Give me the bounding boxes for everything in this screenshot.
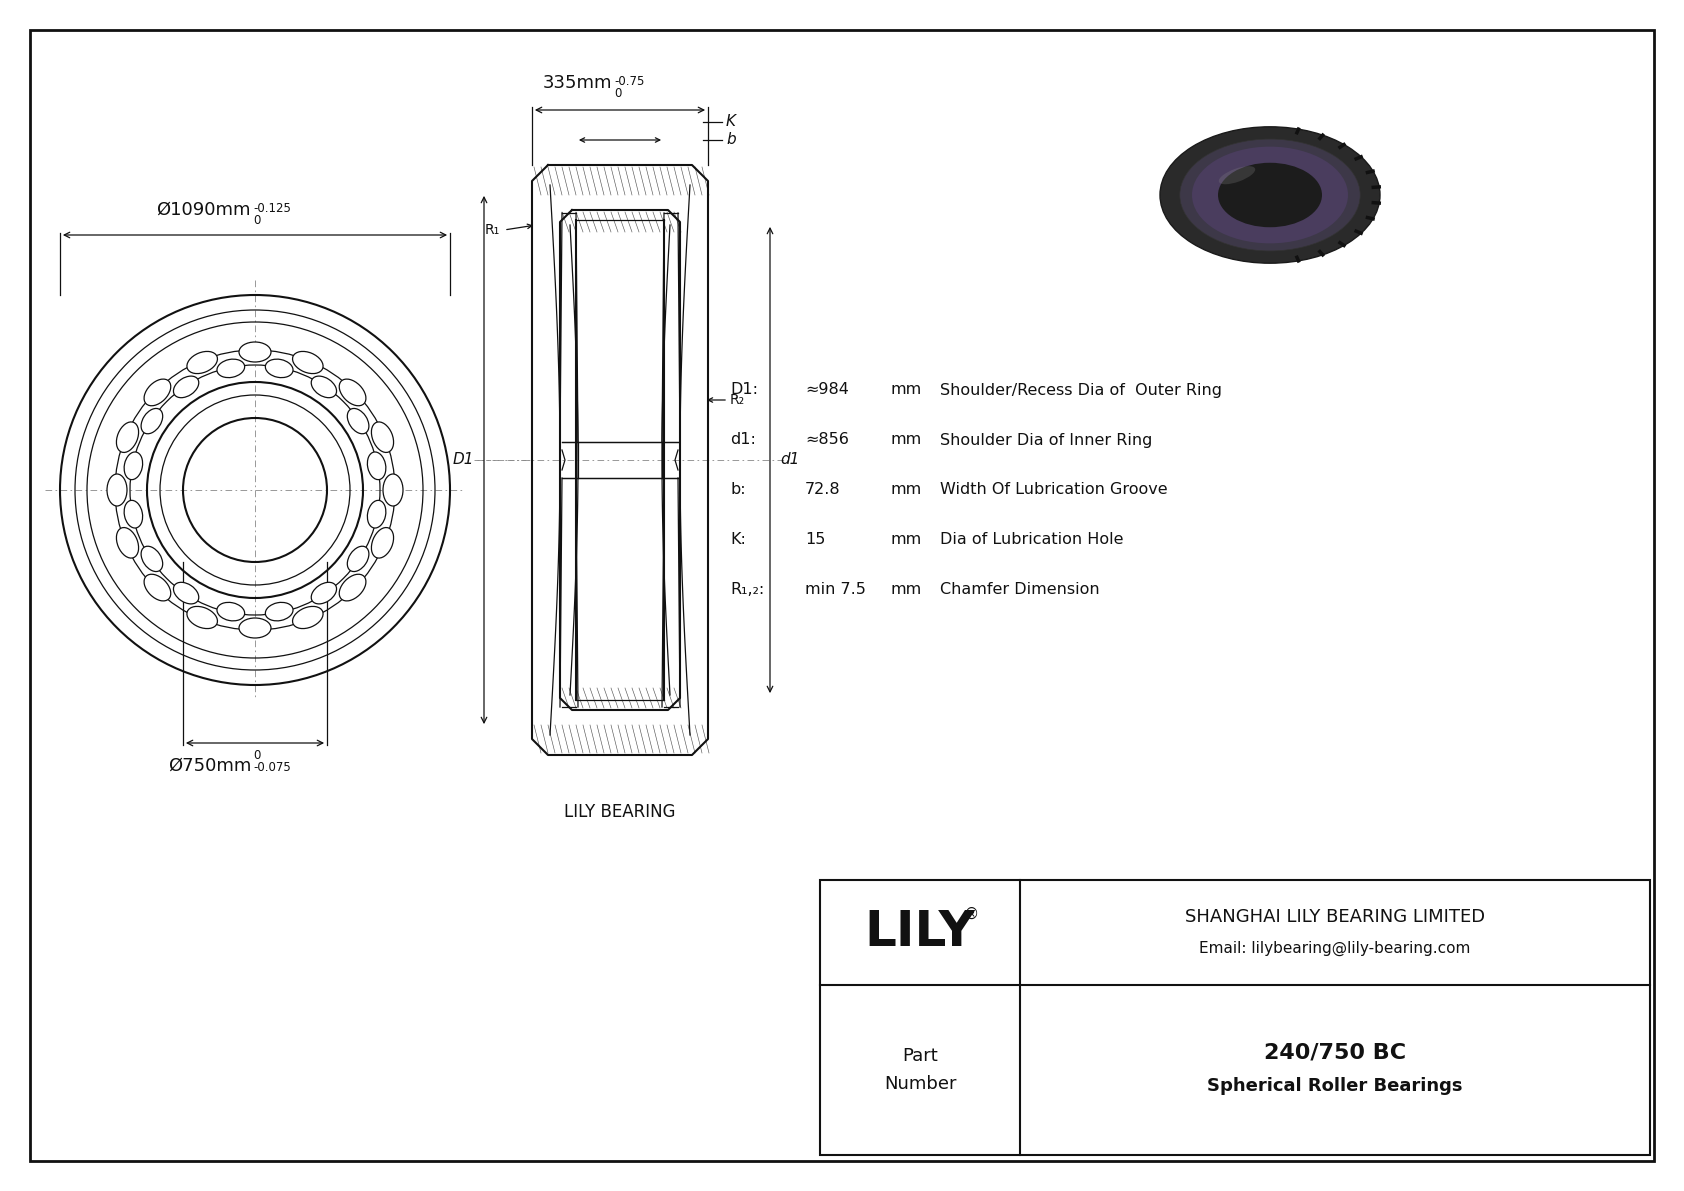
Ellipse shape bbox=[116, 528, 138, 559]
Ellipse shape bbox=[1160, 126, 1379, 263]
Ellipse shape bbox=[367, 451, 386, 480]
Text: 0: 0 bbox=[253, 214, 261, 227]
Text: mm: mm bbox=[891, 482, 921, 498]
Text: d1:: d1: bbox=[729, 432, 756, 448]
Ellipse shape bbox=[1219, 167, 1255, 185]
Text: Part: Part bbox=[903, 1047, 938, 1065]
Text: mm: mm bbox=[891, 382, 921, 398]
Ellipse shape bbox=[338, 574, 365, 601]
Ellipse shape bbox=[293, 606, 323, 629]
Text: Dia of Lubrication Hole: Dia of Lubrication Hole bbox=[940, 532, 1123, 548]
Ellipse shape bbox=[125, 451, 143, 480]
Ellipse shape bbox=[187, 351, 217, 374]
Ellipse shape bbox=[125, 500, 143, 528]
Text: ≈984: ≈984 bbox=[805, 382, 849, 398]
Ellipse shape bbox=[1192, 146, 1347, 243]
Ellipse shape bbox=[141, 409, 163, 434]
Text: R₁: R₁ bbox=[485, 223, 500, 237]
Text: Width Of Lubrication Groove: Width Of Lubrication Groove bbox=[940, 482, 1167, 498]
Ellipse shape bbox=[145, 379, 170, 406]
Ellipse shape bbox=[312, 582, 337, 604]
Ellipse shape bbox=[108, 474, 126, 506]
Bar bbox=[820, 880, 1650, 1155]
Ellipse shape bbox=[173, 376, 199, 398]
Text: Email: lilybearing@lily-bearing.com: Email: lilybearing@lily-bearing.com bbox=[1199, 941, 1470, 956]
Ellipse shape bbox=[266, 603, 293, 621]
Text: -0.075: -0.075 bbox=[253, 761, 291, 774]
Ellipse shape bbox=[347, 409, 369, 434]
Text: LILY: LILY bbox=[864, 909, 975, 956]
Text: Number: Number bbox=[884, 1075, 957, 1093]
Text: Shoulder Dia of Inner Ring: Shoulder Dia of Inner Ring bbox=[940, 432, 1152, 448]
Text: 240/750 BC: 240/750 BC bbox=[1265, 1042, 1406, 1062]
Text: 72.8: 72.8 bbox=[805, 482, 840, 498]
Text: -0.75: -0.75 bbox=[615, 75, 645, 88]
Text: ≈856: ≈856 bbox=[805, 432, 849, 448]
Text: D1: D1 bbox=[453, 453, 473, 468]
Text: 0: 0 bbox=[615, 87, 621, 100]
Ellipse shape bbox=[312, 376, 337, 398]
Text: R₁,₂:: R₁,₂: bbox=[729, 582, 765, 598]
Ellipse shape bbox=[217, 360, 244, 378]
Text: 335mm: 335mm bbox=[542, 74, 611, 92]
Ellipse shape bbox=[141, 547, 163, 572]
Text: SHANGHAI LILY BEARING LIMITED: SHANGHAI LILY BEARING LIMITED bbox=[1186, 908, 1485, 925]
Text: Ø1090mm: Ø1090mm bbox=[157, 201, 251, 219]
Text: 15: 15 bbox=[805, 532, 825, 548]
Ellipse shape bbox=[266, 360, 293, 378]
Text: Spherical Roller Bearings: Spherical Roller Bearings bbox=[1207, 1077, 1463, 1095]
Text: min 7.5: min 7.5 bbox=[805, 582, 866, 598]
Ellipse shape bbox=[239, 618, 271, 638]
Ellipse shape bbox=[217, 603, 244, 621]
Ellipse shape bbox=[367, 500, 386, 528]
Ellipse shape bbox=[372, 528, 394, 559]
Text: b: b bbox=[726, 132, 736, 148]
Text: K:: K: bbox=[729, 532, 746, 548]
Ellipse shape bbox=[145, 574, 170, 601]
Text: mm: mm bbox=[891, 432, 921, 448]
Ellipse shape bbox=[338, 379, 365, 406]
Text: Chamfer Dimension: Chamfer Dimension bbox=[940, 582, 1100, 598]
Ellipse shape bbox=[187, 606, 217, 629]
Ellipse shape bbox=[239, 342, 271, 362]
Text: K: K bbox=[726, 114, 736, 130]
Text: b:: b: bbox=[729, 482, 746, 498]
Ellipse shape bbox=[347, 547, 369, 572]
Ellipse shape bbox=[382, 474, 402, 506]
Text: d1: d1 bbox=[780, 453, 800, 468]
Text: Ø750mm: Ø750mm bbox=[168, 757, 251, 775]
Text: Shoulder/Recess Dia of  Outer Ring: Shoulder/Recess Dia of Outer Ring bbox=[940, 382, 1223, 398]
Text: -0.125: -0.125 bbox=[253, 202, 291, 216]
Text: ®: ® bbox=[965, 908, 980, 922]
Text: D1:: D1: bbox=[729, 382, 758, 398]
Text: mm: mm bbox=[891, 532, 921, 548]
Ellipse shape bbox=[293, 351, 323, 374]
Text: R₂: R₂ bbox=[729, 393, 744, 407]
Ellipse shape bbox=[372, 422, 394, 453]
Ellipse shape bbox=[1218, 163, 1322, 227]
Ellipse shape bbox=[1180, 139, 1361, 251]
Text: mm: mm bbox=[891, 582, 921, 598]
Ellipse shape bbox=[116, 422, 138, 453]
Text: LILY BEARING: LILY BEARING bbox=[564, 803, 675, 821]
Text: 0: 0 bbox=[253, 749, 261, 762]
Ellipse shape bbox=[173, 582, 199, 604]
